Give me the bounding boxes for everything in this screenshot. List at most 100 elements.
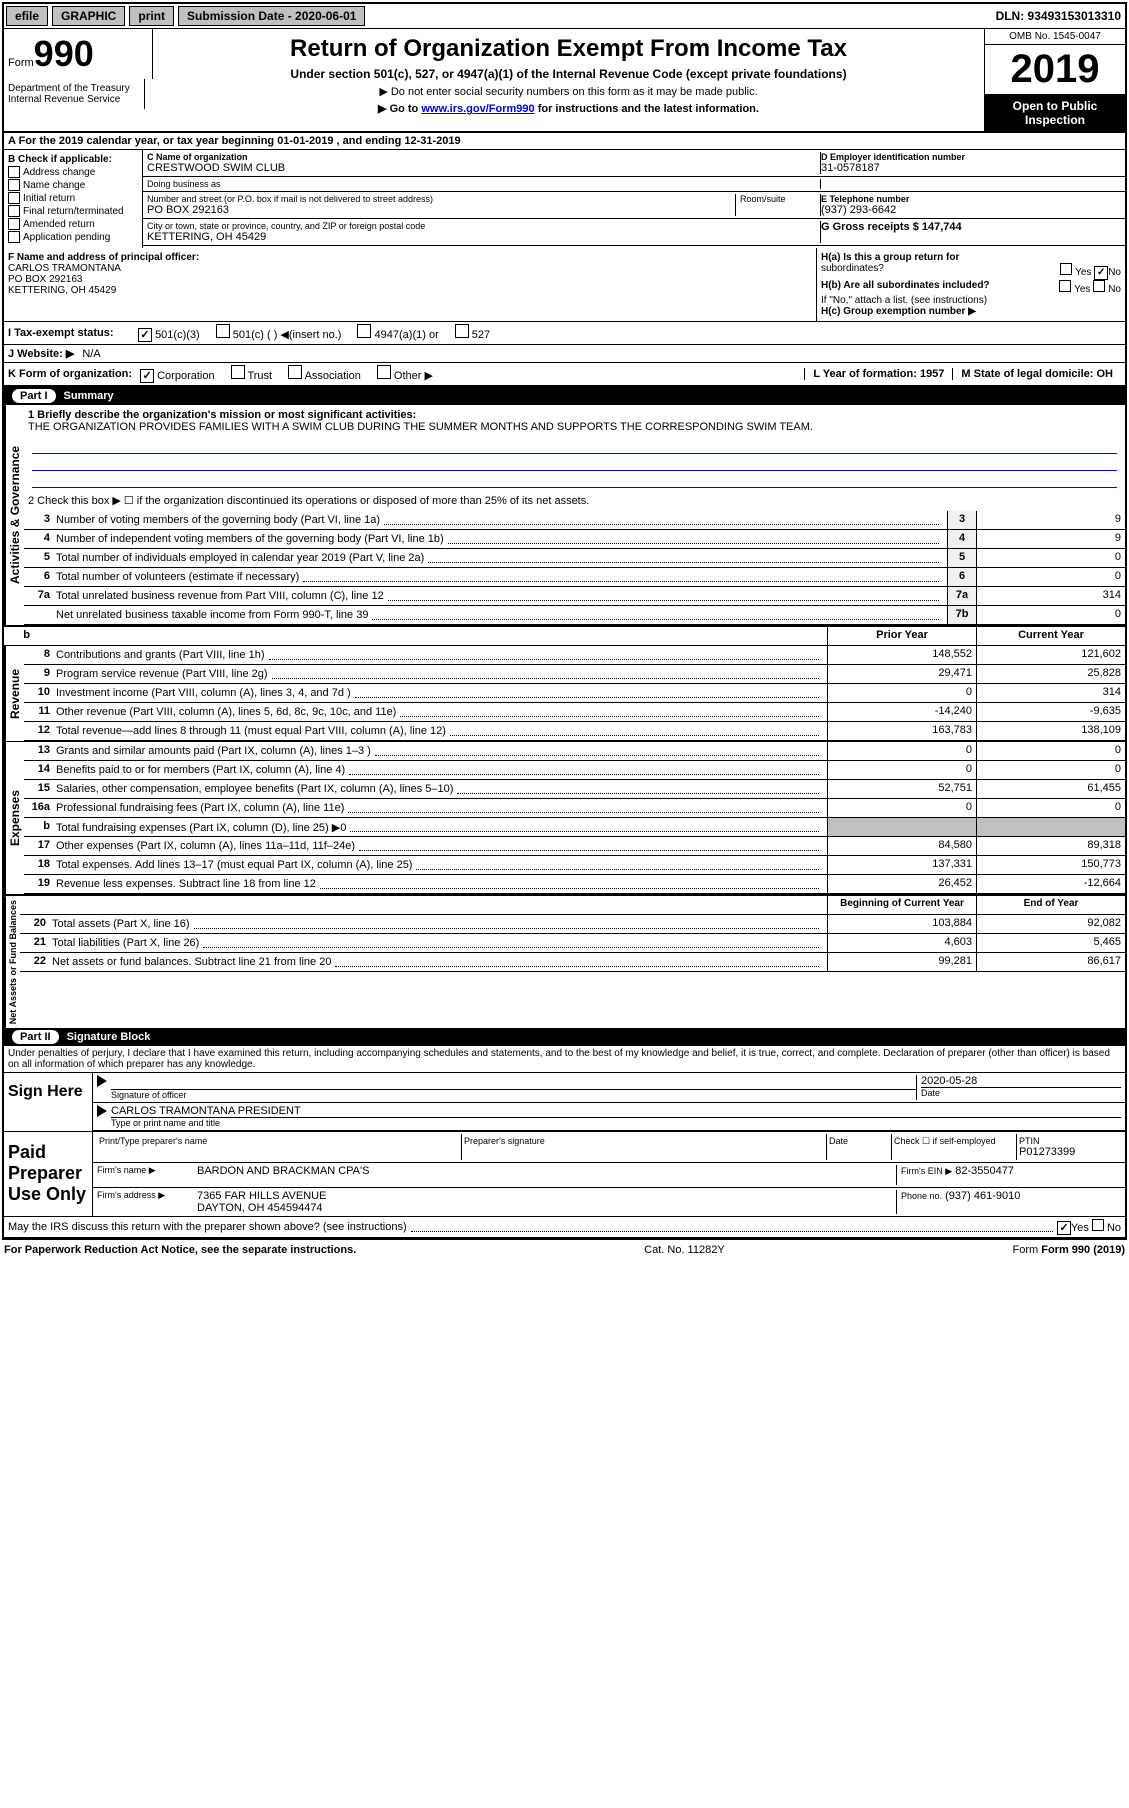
arrow-icon — [97, 1105, 107, 1117]
prep-name-label: Print/Type preparer's name — [97, 1134, 461, 1160]
footer: For Paperwork Reduction Act Notice, see … — [0, 1242, 1129, 1258]
line-item: 9Program service revenue (Part VIII, lin… — [24, 665, 1125, 684]
checkbox-item: Final return/terminated — [8, 205, 138, 217]
firm-addr1: 7365 FAR HILLS AVENUE — [197, 1190, 896, 1202]
line-desc: Total assets (Part X, line 16) — [48, 915, 827, 933]
graphic-button[interactable]: GRAPHIC — [52, 6, 125, 26]
tax-status-checkbox[interactable] — [216, 324, 230, 338]
hc-label: H(c) Group exemption number ▶ — [821, 306, 1121, 317]
f-label: F Name and address of principal officer: — [8, 252, 812, 263]
firm-name-label: Firm's name ▶ — [97, 1165, 197, 1185]
dln-label: DLN: 93493153013310 — [992, 9, 1125, 23]
e-label: E Telephone number — [821, 194, 1121, 204]
org-form-checkbox[interactable] — [231, 365, 245, 379]
k-label: K Form of organization: — [8, 368, 132, 380]
checkbox-item: Name change — [8, 179, 138, 191]
line-item: 4Number of independent voting members of… — [24, 530, 1125, 549]
prior-year-value: 0 — [827, 684, 976, 702]
ptin-label: PTIN — [1019, 1136, 1119, 1146]
line-desc: Net assets or fund balances. Subtract li… — [48, 953, 827, 971]
paid-prep-label: Paid Preparer Use Only — [4, 1132, 93, 1216]
checkbox[interactable] — [8, 218, 20, 230]
blank-line — [32, 473, 1117, 488]
firm-addr-row: Firm's address ▶ 7365 FAR HILLS AVENUE D… — [93, 1188, 1125, 1216]
line-numbox: 6 — [947, 568, 976, 586]
prior-year-value: 103,884 — [827, 915, 976, 933]
current-year-value: 5,465 — [976, 934, 1125, 952]
title-box: Return of Organization Exempt From Incom… — [153, 29, 984, 131]
line-desc: Number of independent voting members of … — [52, 530, 947, 548]
ha-yes-checkbox[interactable] — [1060, 263, 1072, 275]
form-note2: ▶ Go to www.irs.gov/Form990 for instruct… — [159, 102, 978, 115]
current-year-value: 150,773 — [976, 856, 1125, 874]
part1-revenue: Revenue 8Contributions and grants (Part … — [4, 646, 1125, 741]
efile-label: efile — [6, 6, 48, 26]
prior-year-value: 148,552 — [827, 646, 976, 664]
hb-yes-checkbox[interactable] — [1059, 280, 1071, 292]
checkbox-label: Name change — [23, 180, 85, 191]
col-f: F Name and address of principal officer:… — [4, 248, 816, 321]
begin-year-header: Beginning of Current Year — [827, 896, 976, 914]
i-label: I Tax-exempt status: — [8, 327, 138, 339]
line-desc: Total number of volunteers (estimate if … — [52, 568, 947, 586]
form-note1: ▶ Do not enter social security numbers o… — [159, 85, 978, 98]
checkbox-label: Final return/terminated — [23, 206, 124, 217]
ha-no-checkbox[interactable] — [1094, 266, 1108, 280]
checkbox-label: Initial return — [23, 193, 75, 204]
prior-year-value: 99,281 — [827, 953, 976, 971]
checkbox[interactable] — [8, 179, 20, 191]
line-item: 12Total revenue—add lines 8 through 11 (… — [24, 722, 1125, 741]
firm-name: BARDON AND BRACKMAN CPA'S — [197, 1165, 896, 1185]
inspection-label: Open to Public Inspection — [985, 95, 1125, 131]
org-form-checkbox[interactable] — [288, 365, 302, 379]
tax-status-label: 501(c) ( ) ◀(insert no.) — [233, 329, 342, 341]
org-form-checkbox[interactable] — [377, 365, 391, 379]
officer-addr2: KETTERING, OH 45429 — [8, 285, 812, 296]
line-desc: Grants and similar amounts paid (Part IX… — [52, 742, 827, 760]
checkbox[interactable] — [8, 205, 20, 217]
line-item: 7aTotal unrelated business revenue from … — [24, 587, 1125, 606]
line2: 2 Check this box ▶ ☐ if the organization… — [24, 490, 1125, 511]
tax-status-checkbox[interactable] — [357, 324, 371, 338]
current-year-value: 138,109 — [976, 722, 1125, 740]
row-a: A For the 2019 calendar year, or tax yea… — [4, 133, 1125, 150]
org-form-label: Association — [305, 370, 361, 382]
prior-year-value: 52,751 — [827, 780, 976, 798]
org-form-checkbox[interactable] — [140, 369, 154, 383]
firm-addr-label: Firm's address ▶ — [97, 1190, 197, 1214]
current-year-value: 0 — [976, 761, 1125, 779]
part1-netassets: Net Assets or Fund Balances Beginning of… — [4, 894, 1125, 1028]
checkbox[interactable] — [8, 231, 20, 243]
checkbox[interactable] — [8, 166, 20, 178]
blank-line — [32, 439, 1117, 454]
addr-row: Number and street (or P.O. box if mail i… — [143, 192, 1125, 219]
line-item: 13Grants and similar amounts paid (Part … — [24, 742, 1125, 761]
line-desc: Total number of individuals employed in … — [52, 549, 947, 567]
sign-here-section: Sign Here Signature of officer 2020-05-2… — [4, 1073, 1125, 1132]
d-label: D Employer identification number — [821, 152, 1121, 162]
discuss-no-checkbox[interactable] — [1092, 1219, 1104, 1231]
line-desc: Other expenses (Part IX, column (A), lin… — [52, 837, 827, 855]
prior-year-value: 137,331 — [827, 856, 976, 874]
line-item: 8Contributions and grants (Part VIII, li… — [24, 646, 1125, 665]
year-box: OMB No. 1545-0047 2019 Open to Public In… — [984, 29, 1125, 131]
line-item: 20Total assets (Part X, line 16)103,8849… — [20, 915, 1125, 934]
tax-status-checkbox[interactable] — [455, 324, 469, 338]
revenue-label: Revenue — [4, 646, 24, 741]
org-form-label: Corporation — [157, 370, 214, 382]
hb-no-checkbox[interactable] — [1093, 280, 1105, 292]
section-fh: F Name and address of principal officer:… — [4, 248, 1125, 322]
checkbox[interactable] — [8, 192, 20, 204]
ha-label: H(a) Is this a group return for — [821, 252, 959, 263]
b-divider: b Prior Year Current Year — [4, 625, 1125, 646]
print-button[interactable]: print — [129, 6, 174, 26]
firm-ein-label: Firm's EIN ▶ — [901, 1166, 952, 1176]
discuss-yes-checkbox[interactable] — [1057, 1221, 1071, 1235]
prior-year-value: -14,240 — [827, 703, 976, 721]
tax-status-checkbox[interactable] — [138, 328, 152, 342]
irs-link[interactable]: www.irs.gov/Form990 — [421, 103, 534, 115]
org-form-label: Other ▶ — [394, 370, 433, 382]
line-desc: Total fundraising expenses (Part IX, col… — [52, 818, 827, 836]
prior-year-value: 163,783 — [827, 722, 976, 740]
name-title: CARLOS TRAMONTANA PRESIDENT — [111, 1105, 1121, 1117]
